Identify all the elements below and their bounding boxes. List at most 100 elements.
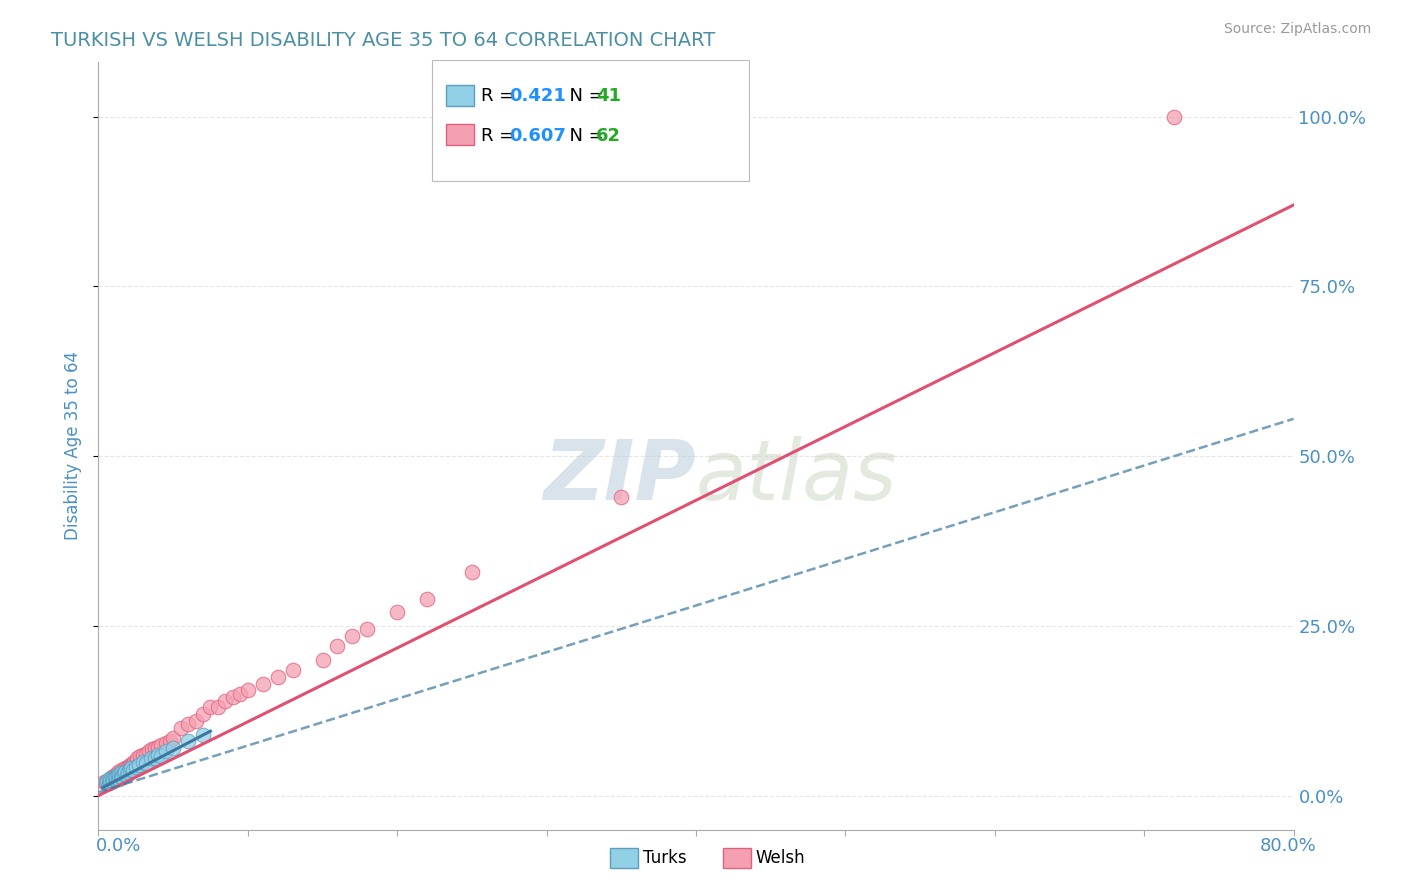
Point (93, 775, 115, 789)
Point (111, 768, 134, 782)
Point (118, 758, 141, 772)
Point (104, 770, 127, 784)
Point (125, 755, 148, 769)
Point (105, 770, 128, 784)
Text: Welsh: Welsh (755, 849, 804, 867)
Point (132, 755, 155, 769)
Point (461, 565, 484, 579)
Point (103, 770, 125, 784)
Point (169, 721, 191, 735)
Point (94, 775, 117, 789)
Y-axis label: Disability Age 35 to 64: Disability Age 35 to 64 (65, 351, 83, 541)
Point (139, 751, 162, 765)
Point (101, 770, 124, 784)
Point (101, 772, 124, 787)
Point (97, 775, 120, 789)
Point (200, 700, 222, 714)
Point (155, 744, 177, 758)
Point (107, 768, 129, 782)
Point (128, 758, 150, 772)
Point (1163, 110, 1185, 124)
Text: Source: ZipAtlas.com: Source: ZipAtlas.com (1223, 22, 1371, 37)
Text: R =: R = (481, 87, 520, 105)
Point (120, 762, 142, 776)
Text: N =: N = (558, 127, 610, 145)
Point (124, 755, 146, 769)
Text: atlas: atlas (696, 436, 897, 517)
Point (311, 653, 333, 667)
Point (236, 683, 259, 698)
Point (110, 768, 132, 782)
Point (148, 747, 170, 762)
Point (107, 768, 129, 782)
Point (138, 744, 160, 758)
Point (98, 772, 122, 786)
Text: 0.607: 0.607 (509, 127, 565, 145)
Point (125, 760, 148, 774)
Point (108, 772, 131, 786)
Point (114, 764, 136, 779)
Point (191, 707, 214, 722)
Point (385, 605, 409, 619)
Text: N =: N = (558, 87, 610, 105)
Point (267, 670, 290, 684)
Point (150, 749, 173, 764)
Point (129, 749, 152, 764)
Point (121, 756, 143, 770)
Point (135, 747, 157, 761)
Point (120, 758, 142, 772)
Point (94, 776, 117, 790)
Point (115, 768, 138, 782)
Point (97, 772, 120, 786)
Point (177, 717, 200, 731)
Text: Turks: Turks (643, 849, 686, 867)
Point (105, 770, 128, 784)
Point (610, 490, 633, 504)
Point (132, 747, 155, 762)
Point (103, 773, 125, 788)
Point (107, 764, 129, 779)
Point (104, 768, 127, 782)
Point (135, 756, 157, 770)
Point (107, 771, 129, 785)
Point (155, 736, 177, 750)
Text: 0.421: 0.421 (509, 87, 565, 105)
Point (104, 772, 127, 787)
Point (143, 741, 166, 756)
Point (103, 772, 125, 786)
Point (416, 591, 439, 606)
Point (150, 738, 173, 752)
Text: 62: 62 (596, 127, 621, 145)
Point (177, 734, 200, 748)
Point (281, 663, 304, 677)
Point (143, 751, 166, 765)
Point (184, 714, 207, 728)
Point (114, 762, 136, 776)
Point (326, 640, 349, 654)
Point (96, 773, 118, 788)
Text: 80.0%: 80.0% (1260, 837, 1316, 855)
Text: 0.0%: 0.0% (96, 837, 141, 855)
Point (115, 762, 138, 776)
Point (356, 622, 378, 636)
Point (191, 727, 214, 741)
Text: TURKISH VS WELSH DISABILITY AGE 35 TO 64 CORRELATION CHART: TURKISH VS WELSH DISABILITY AGE 35 TO 64… (51, 30, 714, 50)
Point (117, 760, 139, 774)
Point (159, 734, 181, 748)
Point (207, 700, 229, 714)
Text: R =: R = (481, 127, 520, 145)
Point (105, 772, 128, 786)
Point (103, 772, 125, 786)
Point (141, 742, 163, 756)
Point (110, 770, 132, 784)
Point (111, 764, 134, 779)
Point (111, 770, 134, 784)
Point (222, 690, 245, 705)
Point (118, 763, 141, 777)
Point (162, 731, 184, 745)
Point (117, 764, 139, 779)
Point (108, 767, 131, 781)
Point (112, 763, 135, 777)
Point (96, 773, 118, 788)
Point (112, 767, 135, 781)
